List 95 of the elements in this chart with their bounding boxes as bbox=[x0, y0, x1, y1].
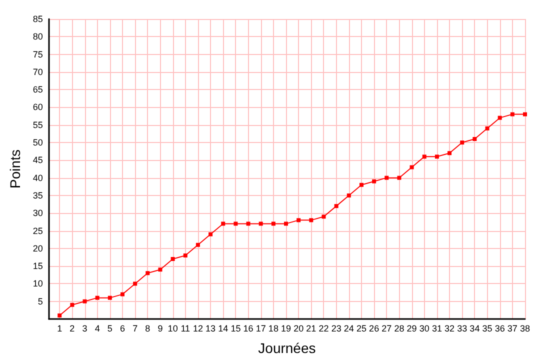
x-tick-label: 9 bbox=[158, 324, 163, 334]
point bbox=[322, 214, 326, 219]
x-tick-label: 7 bbox=[132, 324, 138, 334]
point bbox=[221, 222, 226, 226]
point bbox=[133, 282, 138, 286]
x-tick-label: 36 bbox=[494, 324, 505, 334]
x-tick-label: 20 bbox=[294, 324, 304, 334]
point bbox=[334, 204, 338, 208]
point bbox=[448, 151, 452, 156]
y-tick-label: 20 bbox=[32, 243, 43, 254]
x-tick-label: 19 bbox=[281, 324, 292, 334]
x-tick-label: 8 bbox=[145, 324, 150, 334]
x-tick-label: 17 bbox=[256, 324, 266, 334]
point bbox=[359, 182, 364, 187]
x-tick-label: 29 bbox=[406, 324, 417, 334]
point bbox=[523, 112, 527, 116]
point bbox=[384, 176, 389, 180]
x-axis-title: Journées bbox=[258, 340, 316, 356]
point bbox=[120, 292, 124, 296]
y-tick-label: 35 bbox=[32, 190, 43, 200]
point bbox=[460, 140, 464, 145]
x-tick-label: 12 bbox=[192, 324, 203, 334]
y-tick-label: 15 bbox=[32, 261, 43, 272]
x-tick-label: 15 bbox=[230, 324, 241, 334]
x-tick-label: 3 bbox=[82, 324, 88, 334]
point bbox=[170, 257, 175, 261]
x-tick-label: 32 bbox=[444, 324, 455, 334]
y-tick-label: 10 bbox=[32, 278, 43, 289]
point bbox=[296, 218, 301, 222]
x-tick-label: 1 bbox=[57, 324, 62, 334]
x-tick-label: 31 bbox=[432, 324, 442, 334]
y-tick-label: 85 bbox=[32, 14, 43, 24]
point bbox=[95, 296, 100, 300]
point bbox=[434, 154, 439, 159]
y-tick-label: 30 bbox=[32, 208, 43, 218]
x-tick-label: 30 bbox=[419, 324, 430, 334]
x-tick-label: 5 bbox=[107, 324, 112, 334]
point bbox=[410, 165, 414, 170]
point bbox=[309, 218, 314, 222]
point bbox=[472, 137, 477, 141]
point bbox=[485, 126, 490, 130]
point bbox=[372, 179, 376, 184]
x-tick-label: 26 bbox=[369, 324, 380, 334]
point bbox=[246, 222, 250, 226]
point bbox=[158, 268, 162, 272]
x-tick-label: 35 bbox=[482, 324, 492, 334]
point bbox=[498, 116, 502, 120]
x-tick-label: 2 bbox=[70, 324, 75, 334]
y-tick-label: 65 bbox=[32, 84, 43, 95]
y-tick-label: 25 bbox=[32, 226, 43, 236]
x-tick-label: 27 bbox=[382, 324, 392, 334]
y-tick-label: 75 bbox=[32, 49, 43, 60]
x-tick-label: 14 bbox=[218, 324, 228, 334]
y-tick-label: 70 bbox=[32, 66, 43, 77]
x-tick-label: 11 bbox=[180, 324, 190, 334]
point bbox=[183, 253, 188, 258]
point bbox=[70, 302, 74, 307]
x-tick-label: 38 bbox=[520, 324, 530, 334]
x-tick-label: 28 bbox=[394, 324, 404, 334]
y-tick-label: 40 bbox=[32, 172, 43, 183]
point bbox=[146, 271, 150, 276]
x-tick-label: 37 bbox=[507, 324, 518, 334]
x-tick-label: 6 bbox=[120, 324, 125, 334]
point bbox=[108, 296, 112, 300]
x-tick-label: 18 bbox=[268, 324, 278, 334]
y-tick-label: 5 bbox=[38, 296, 43, 306]
point bbox=[397, 176, 402, 180]
x-tick-label: 34 bbox=[470, 324, 480, 334]
point bbox=[82, 299, 87, 304]
x-tick-label: 23 bbox=[331, 324, 342, 334]
point bbox=[271, 222, 276, 226]
y-tick-label: 50 bbox=[32, 138, 43, 148]
point bbox=[258, 222, 263, 226]
x-tick-label: 22 bbox=[318, 324, 329, 334]
point bbox=[346, 193, 351, 198]
x-tick-label: 16 bbox=[243, 324, 254, 334]
x-tick-label: 13 bbox=[206, 324, 216, 334]
x-tick-label: 4 bbox=[94, 324, 100, 334]
point bbox=[208, 232, 213, 236]
y-tick-label: 80 bbox=[32, 32, 43, 42]
point bbox=[196, 242, 200, 247]
x-tick-label: 21 bbox=[306, 324, 316, 334]
y-tick-label: 55 bbox=[32, 120, 43, 130]
point bbox=[422, 154, 426, 159]
point bbox=[284, 222, 288, 226]
point bbox=[510, 112, 514, 116]
y-tick-label: 45 bbox=[32, 155, 43, 166]
x-tick-label: 24 bbox=[344, 324, 354, 334]
y-axis-title: Points bbox=[7, 150, 23, 188]
x-tick-label: 33 bbox=[457, 324, 468, 334]
point bbox=[58, 313, 62, 318]
x-tick-label: 25 bbox=[356, 324, 366, 334]
point bbox=[234, 222, 238, 226]
x-tick-label: 10 bbox=[168, 324, 178, 334]
y-tick-label: 60 bbox=[32, 102, 43, 112]
